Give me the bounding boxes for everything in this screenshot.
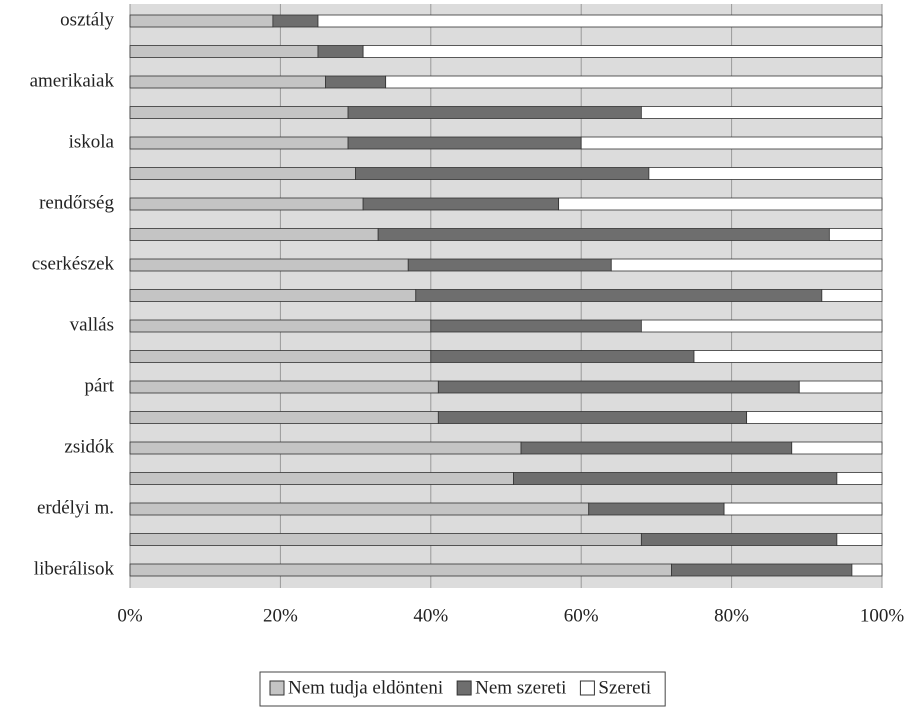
bar-segment xyxy=(610,258,883,272)
x-tick-label: 40% xyxy=(413,605,448,626)
legend-label: Nem szereti xyxy=(475,677,566,698)
bar-segment xyxy=(558,197,883,211)
legend-swatch xyxy=(269,680,285,696)
y-tick-label: zsidók xyxy=(64,436,114,457)
bar-segment xyxy=(836,472,883,485)
y-tick-label: cserkészek xyxy=(32,253,115,274)
bar-segment xyxy=(129,167,357,180)
bar-segment xyxy=(129,258,409,272)
bar-segment xyxy=(588,502,725,516)
y-tick-label: liberálisok xyxy=(34,558,115,579)
bar-segment xyxy=(129,502,590,516)
legend-label: Nem tudja eldönteni xyxy=(288,677,443,698)
bar-segment xyxy=(129,14,274,28)
bar-segment xyxy=(129,75,326,89)
bar-segment xyxy=(430,350,695,363)
bar-segment xyxy=(129,441,522,455)
bar-segment xyxy=(129,411,439,424)
bar-segment xyxy=(129,319,432,333)
y-tick-label: iskola xyxy=(69,131,115,152)
y-tick-label: rendőrség xyxy=(39,192,114,213)
bar-segment xyxy=(746,411,883,424)
bar-segment xyxy=(129,563,672,577)
bar-segment xyxy=(272,14,319,28)
bar-segment xyxy=(640,106,883,119)
legend-label: Szereti xyxy=(598,677,651,698)
bar-segment xyxy=(671,563,853,577)
bar-segment xyxy=(648,167,883,180)
x-tick-label: 0% xyxy=(117,605,143,626)
bar-segment xyxy=(640,533,838,546)
bar-segment xyxy=(325,75,387,89)
bar-segment xyxy=(791,441,883,455)
bar-segment xyxy=(836,533,883,546)
bar-segment xyxy=(317,14,883,28)
bar-segment xyxy=(513,472,838,485)
bar-segment xyxy=(851,563,883,577)
y-tick-label: párt xyxy=(84,375,114,396)
legend-swatch xyxy=(456,680,472,696)
x-tick-label: 60% xyxy=(564,605,599,626)
bar-segment xyxy=(347,106,642,119)
x-tick-label: 80% xyxy=(714,605,749,626)
y-tick-label: amerikaiak xyxy=(30,70,115,91)
bar-segment xyxy=(129,136,349,150)
bar-segment xyxy=(129,106,349,119)
bar-segment xyxy=(362,45,883,58)
bar-segment xyxy=(520,441,793,455)
bar-segment xyxy=(415,289,823,302)
bar-segment xyxy=(828,228,883,241)
bar-segment xyxy=(407,258,612,272)
bar-segment xyxy=(129,228,379,241)
bar-segment xyxy=(347,136,582,150)
bar-segment xyxy=(377,228,830,241)
bar-segment xyxy=(723,502,883,516)
bar-segment xyxy=(129,350,432,363)
x-tick-label: 100% xyxy=(860,605,905,626)
bar-segment xyxy=(437,411,748,424)
bar-segment xyxy=(129,472,514,485)
bar-segment xyxy=(693,350,883,363)
bar-segment xyxy=(821,289,883,302)
bar-segment xyxy=(129,380,439,394)
bar-segment xyxy=(430,319,642,333)
bar-segment xyxy=(317,45,364,58)
bar-segment xyxy=(798,380,883,394)
bar-segment xyxy=(385,75,883,89)
bar-segment xyxy=(640,319,883,333)
bar-segment xyxy=(129,289,417,302)
legend-box xyxy=(259,671,666,707)
y-tick-label: vallás xyxy=(70,314,114,335)
bar-segment xyxy=(437,380,800,394)
bar-segment xyxy=(129,197,364,211)
y-tick-label: erdélyi m. xyxy=(37,497,114,518)
bar-segment xyxy=(580,136,883,150)
bar-segment xyxy=(362,197,560,211)
bar-segment xyxy=(129,45,319,58)
x-tick-label: 20% xyxy=(263,605,298,626)
legend-swatch xyxy=(579,680,595,696)
bar-segment xyxy=(129,533,642,546)
bar-segment xyxy=(355,167,650,180)
y-tick-label: osztály xyxy=(60,9,114,30)
